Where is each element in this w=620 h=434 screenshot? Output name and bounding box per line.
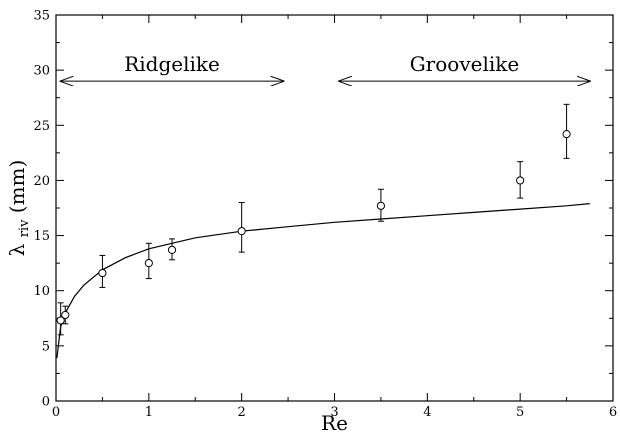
y-tick-label: 30 — [33, 64, 50, 79]
x-tick-label: 1 — [145, 405, 153, 420]
data-point — [562, 103, 571, 159]
point-marker — [516, 176, 525, 185]
point-marker — [144, 259, 153, 268]
fit-curve — [56, 203, 590, 359]
x-tick-label: 3 — [330, 405, 338, 420]
y-tick-label: 10 — [33, 284, 50, 299]
y-axis-title-main: λ — [5, 243, 29, 256]
data-point — [98, 254, 107, 288]
region-label-ridgelike: Ridgelike — [124, 52, 220, 76]
y-axis-title-unit: (mm) — [5, 160, 29, 214]
data-point — [167, 238, 177, 261]
points-layer — [56, 103, 571, 336]
y-tick-label: 15 — [33, 229, 50, 244]
x-tick-label: 6 — [609, 405, 617, 420]
point-marker — [167, 245, 177, 255]
point-marker — [376, 201, 386, 210]
y-tick-label: 20 — [33, 174, 50, 189]
y-tick-label: 5 — [42, 339, 50, 354]
point-marker — [56, 316, 65, 325]
y-axis-title: λ riv (mm) — [5, 160, 33, 257]
x-axis-title: Re — [321, 411, 348, 434]
y-tick-label: 25 — [33, 119, 50, 134]
x-tick-label: 5 — [516, 405, 524, 420]
x-tick-label: 0 — [52, 405, 60, 420]
y-tick-label: 0 — [42, 395, 50, 410]
data-point — [376, 188, 386, 222]
x-tick-label: 4 — [423, 405, 431, 420]
x-tick-label: 2 — [238, 405, 246, 420]
point-marker — [562, 130, 571, 139]
fit-layer — [56, 203, 590, 359]
ticks-layer: 0 1 2 3 4 5 6 0 5 10 15 20 25 30 35 — [33, 9, 617, 421]
y-tick-label: 35 — [33, 9, 50, 24]
data-point — [516, 161, 525, 199]
annotation-layer: Ridgelike Groovelike — [61, 52, 590, 81]
y-axis-title-sub: riv — [17, 219, 32, 237]
region-label-groovelike: Groovelike — [410, 52, 520, 76]
data-point — [144, 242, 153, 280]
point-marker — [98, 268, 107, 278]
point-marker — [237, 227, 246, 236]
data-point — [56, 302, 65, 336]
data-point — [61, 305, 70, 325]
point-marker — [61, 310, 70, 320]
data-point — [237, 201, 246, 253]
